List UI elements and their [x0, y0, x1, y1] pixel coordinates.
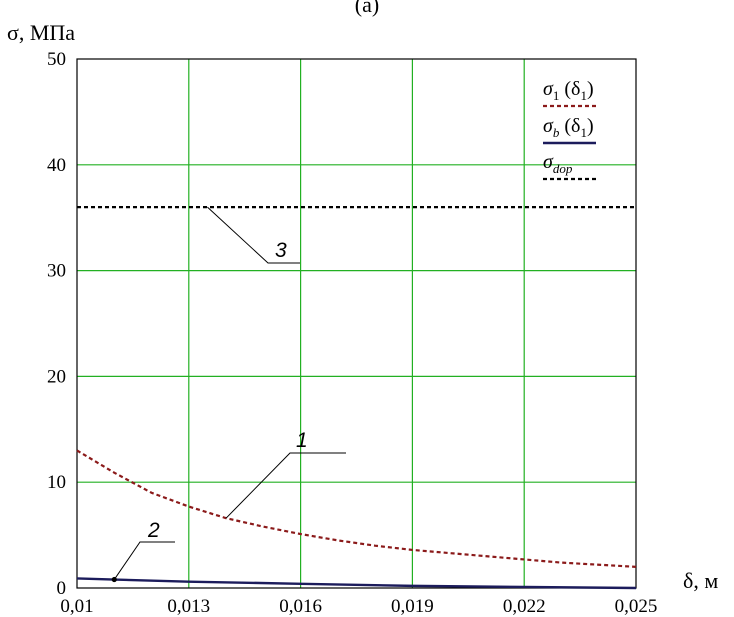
x-tick-label: 0,019 [391, 596, 434, 617]
x-tick-label: 0,022 [503, 596, 546, 617]
callout-label-sb: 2 [147, 519, 160, 542]
y-tick-label: 30 [47, 261, 66, 282]
y-tick-labels: 0 10 20 30 40 50 [47, 49, 66, 599]
legend-label-s1: σ1 (δ1) [543, 78, 594, 103]
callout-label-sdop: 3 [275, 239, 287, 262]
x-tick-label: 0,01 [60, 596, 93, 617]
y-tick-label: 20 [47, 366, 66, 387]
callout-leader-sdop [207, 206, 300, 264]
x-tick-label: 0,016 [279, 596, 322, 617]
plot-frame [76, 58, 637, 589]
callouts: 1 2 3 [111, 206, 346, 583]
callout-leader-s1 [225, 452, 346, 519]
x-tick-labels: 0,01 0,013 0,016 0,019 0,022 0,025 [60, 596, 657, 617]
x-tick-label: 0,013 [167, 596, 210, 617]
x-axis-label: δ, м [683, 568, 718, 593]
grid [77, 59, 636, 588]
series-line-s1 [76, 449, 637, 568]
callout-leader-sb [113, 541, 175, 580]
y-tick-label: 0 [57, 578, 67, 599]
y-tick-label: 10 [47, 472, 66, 493]
y-tick-label: 50 [47, 49, 66, 70]
figure-caption: (a) [355, 0, 379, 17]
callout-dot-sb [111, 576, 117, 583]
y-axis-label: σ, МПа [7, 20, 75, 45]
legend-label-sb: σb (δ1) [543, 115, 594, 140]
x-tick-label: 0,025 [615, 596, 658, 617]
callout-label-s1: 1 [296, 429, 308, 452]
legend: σ1 (δ1) σb (δ1) σdop [543, 78, 596, 181]
y-tick-label: 40 [47, 155, 66, 176]
legend-label-sdop: σdop [543, 151, 573, 176]
